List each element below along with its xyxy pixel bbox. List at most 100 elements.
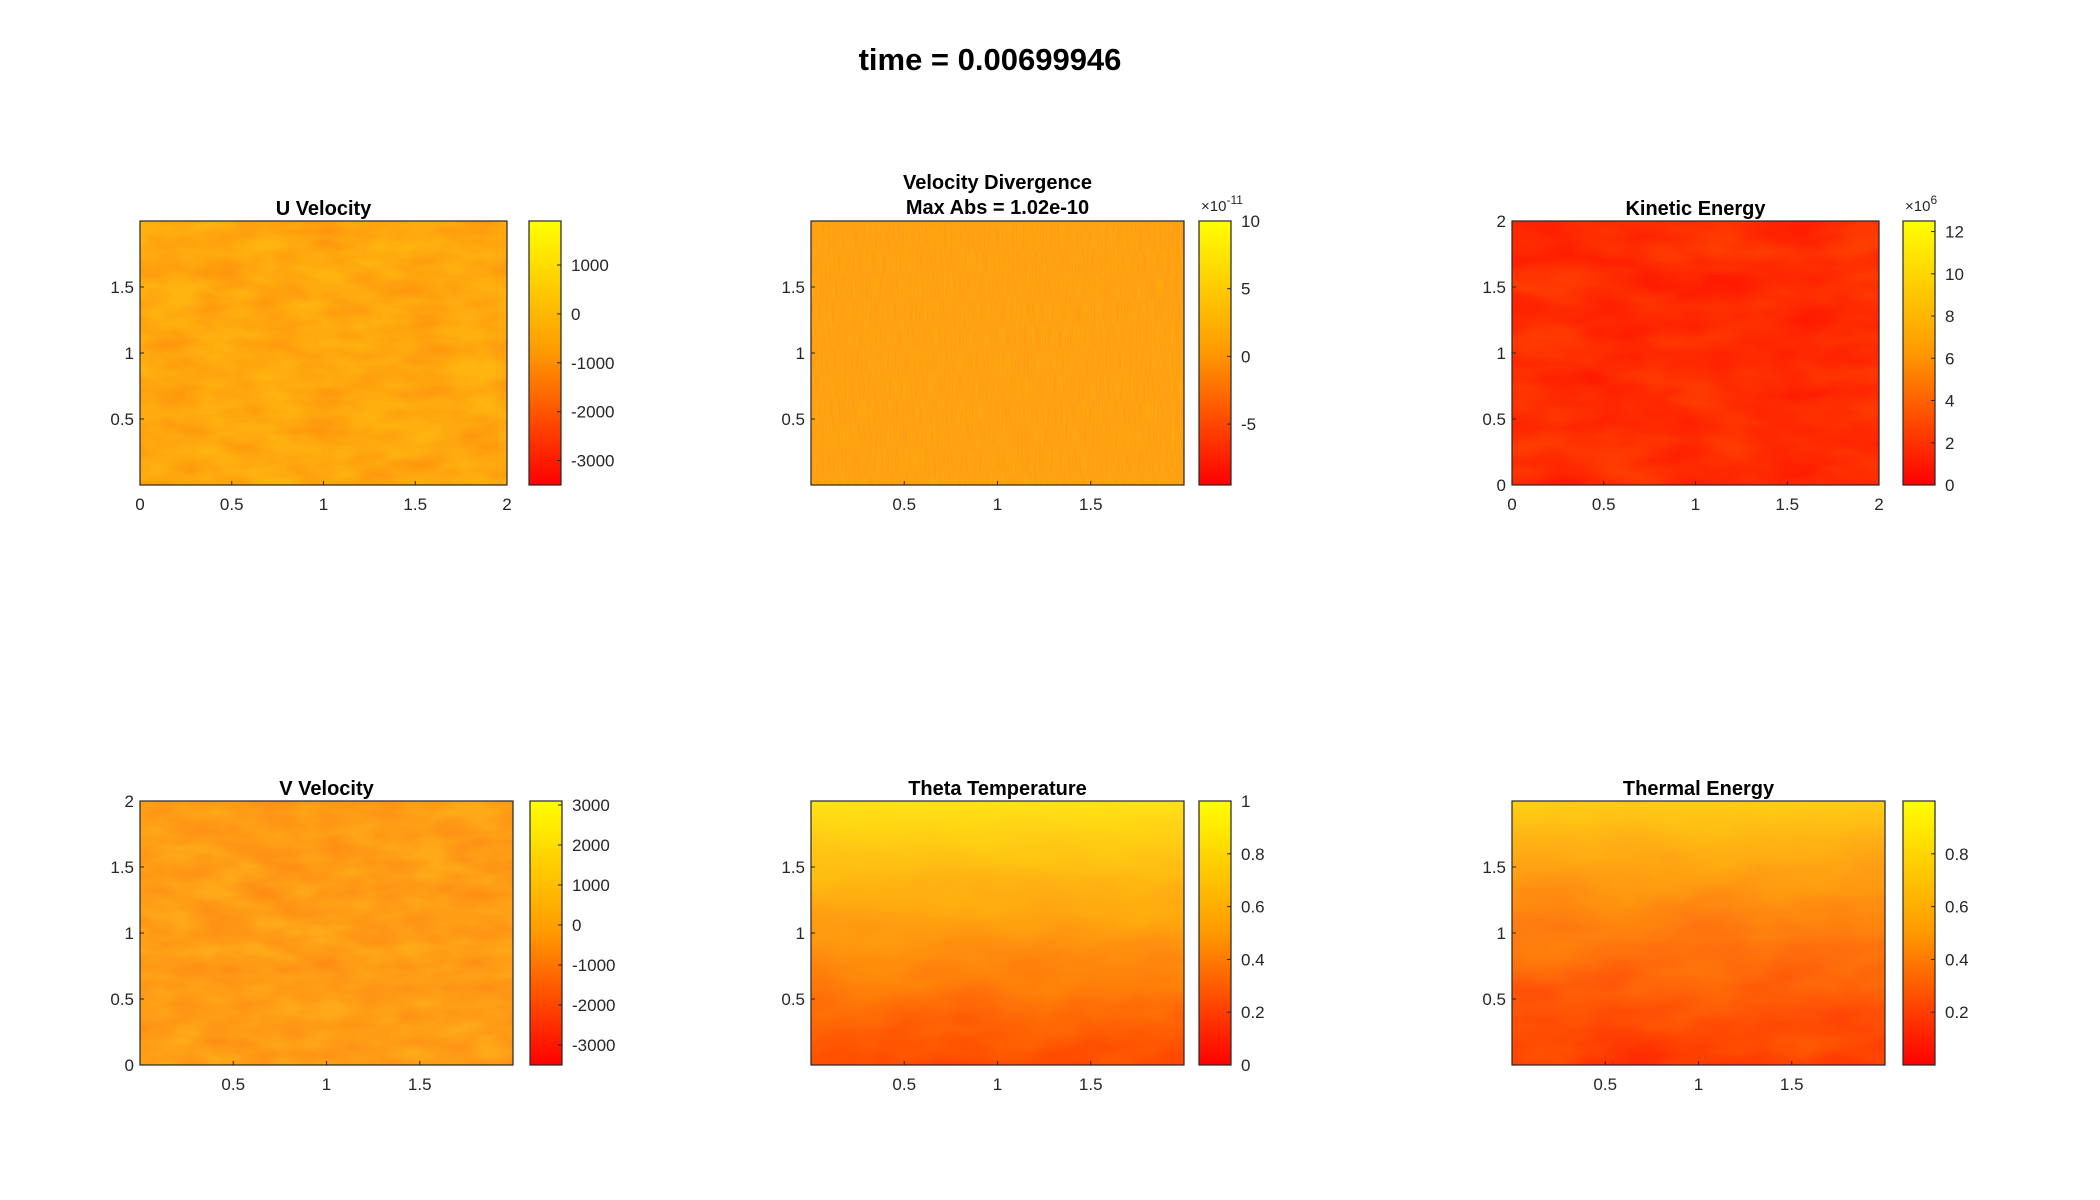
x-tick-label: 0.5 [1592, 495, 1616, 514]
field-image [140, 801, 513, 1065]
colorbar-tick-label: 8 [1945, 307, 1954, 326]
colorbar-frame [1902, 220, 1936, 486]
colorbar-multiplier: ×10-11 [1201, 193, 1243, 215]
colorbar-tick-label: -3000 [571, 452, 614, 471]
colorbar-tick-label: 2000 [572, 836, 610, 855]
colorbar-tick-label: 0.2 [1945, 1003, 1969, 1022]
colorbar-tick-label: 0.6 [1945, 898, 1969, 917]
subplot-4: V Velocity 0.5 1 1.5 0 0.5 1 1.5 2 -3000 -2000 -100… [110, 778, 615, 1094]
colorbar-tick-label: 0 [571, 305, 580, 324]
x-tick-label: 1 [993, 495, 1002, 514]
y-tick-label: 0.5 [110, 990, 134, 1009]
colorbar-tick-label: 10 [1241, 212, 1260, 231]
colorbar-tick-label: 2 [1945, 434, 1954, 453]
field-image [811, 221, 1184, 485]
x-tick-label: 0 [135, 495, 144, 514]
y-tick-label: 1.5 [781, 858, 805, 877]
colorbar-tick-label: 1000 [571, 256, 609, 275]
colorbar-tick-label: -2000 [572, 996, 615, 1015]
x-tick-label: 0.5 [892, 495, 916, 514]
subplot-title: Velocity Divergence [903, 172, 1092, 194]
x-tick-label: 0.5 [1593, 1075, 1617, 1094]
colorbar-tick-label: 0.8 [1945, 845, 1969, 864]
field-image [140, 221, 507, 485]
y-tick-label: 1 [1497, 924, 1506, 943]
x-tick-label: 0.5 [892, 1075, 916, 1094]
colorbar-tick-label: -5 [1241, 415, 1256, 434]
x-tick-label: 2 [1874, 495, 1883, 514]
y-tick-label: 1.5 [110, 278, 134, 297]
colorbar-tick-label: 6 [1945, 349, 1954, 368]
colorbar [1199, 801, 1231, 1065]
subplot-title: Kinetic Energy [1625, 198, 1766, 220]
x-tick-label: 1.5 [403, 495, 427, 514]
colorbar [530, 801, 562, 1065]
y-tick-label: 1.5 [1482, 278, 1506, 297]
x-tick-label: 1 [322, 1075, 331, 1094]
colorbar-frame [529, 800, 563, 1066]
colorbar-tick-label: 0 [1945, 476, 1954, 495]
y-tick-label: 1.5 [1482, 858, 1506, 877]
colorbar-tick-label: 5 [1241, 280, 1250, 299]
colorbar-tick-label: 1 [1241, 792, 1250, 811]
colorbar-tick-label: 1000 [572, 876, 610, 895]
x-tick-label: 0.5 [221, 1075, 245, 1094]
x-tick-label: 1 [319, 495, 328, 514]
colorbar-tick-label: 3000 [572, 796, 610, 815]
x-tick-label: 1 [993, 1075, 1002, 1094]
y-tick-label: 1.5 [781, 278, 805, 297]
colorbar-tick-label: 4 [1945, 392, 1954, 411]
colorbar-tick-label: 0.4 [1241, 950, 1265, 969]
y-tick-label: 1.5 [110, 858, 134, 877]
subplot-1: U Velocity 0 0.5 1 1.5 2 0.5 1 1.5 -3000 -2000 -100… [110, 198, 614, 514]
x-tick-label: 0.5 [220, 495, 244, 514]
colorbar-tick-label: 0.6 [1241, 898, 1265, 917]
y-tick-label: 0.5 [110, 410, 134, 429]
x-tick-label: 1.5 [408, 1075, 432, 1094]
x-tick-label: 1 [1694, 1075, 1703, 1094]
subplot-title: Thermal Energy [1623, 778, 1775, 800]
x-tick-label: 0 [1507, 495, 1516, 514]
y-tick-label: 1 [796, 344, 805, 363]
y-tick-label: 1 [796, 924, 805, 943]
colorbar-tick-label: -2000 [571, 403, 614, 422]
subplot-title: U Velocity [276, 198, 372, 220]
subplot-title: Theta Temperature [908, 778, 1087, 800]
field-image [1512, 221, 1879, 485]
subplot-2: Velocity Divergence Max Abs = 1.02e-10 0.5… [781, 172, 1260, 514]
colorbar-tick-label: 10 [1945, 265, 1964, 284]
colorbar-frame [1198, 220, 1232, 486]
colorbar-tick-label: -1000 [572, 956, 615, 975]
x-tick-label: 1 [1691, 495, 1700, 514]
subplot-subtitle: Max Abs = 1.02e-10 [906, 197, 1089, 219]
subplot-3: Kinetic Energy 0 0.5 1 1.5 2 0 0.5 1 1.5 2 0 2 4 6 8 10 1… [1482, 193, 1964, 514]
y-tick-label: 0 [1497, 476, 1506, 495]
subplot-5: Theta Temperature 0.5 1 1.5 0.5 1 1.5 0 0.2 0.4 0.… [781, 778, 1264, 1094]
colorbar-tick-label: -1000 [571, 354, 614, 373]
subplot-6: Thermal Energy 0.5 1 1.5 0.5 1 1.5 0.2 0.4 0.6 0.8 [1482, 778, 1968, 1094]
y-tick-label: 0.5 [1482, 410, 1506, 429]
y-tick-label: 0.5 [781, 410, 805, 429]
subplot-title: V Velocity [279, 778, 374, 800]
y-tick-label: 0.5 [781, 990, 805, 1009]
x-tick-label: 1.5 [1079, 1075, 1103, 1094]
y-tick-label: 2 [1497, 212, 1506, 231]
colorbar-multiplier: ×106 [1905, 193, 1937, 215]
y-tick-label: 0 [125, 1056, 134, 1075]
y-tick-label: 1 [125, 924, 134, 943]
y-tick-label: 2 [125, 792, 134, 811]
colorbar-tick-label: 0.4 [1945, 950, 1969, 969]
x-tick-label: 1.5 [1775, 495, 1799, 514]
colorbar-tick-label: 0 [1241, 1056, 1250, 1075]
colorbar [1903, 801, 1935, 1065]
colorbar [1199, 221, 1231, 485]
colorbar-frame [1902, 800, 1936, 1066]
x-tick-label: 2 [502, 495, 511, 514]
figure-title: time = 0.00699946 [859, 42, 1122, 77]
x-tick-label: 1.5 [1079, 495, 1103, 514]
colorbar-tick-label: 0.8 [1241, 845, 1265, 864]
colorbar-tick-label: 0 [1241, 347, 1250, 366]
colorbar-tick-label: 0 [572, 916, 581, 935]
y-tick-label: 0.5 [1482, 990, 1506, 1009]
